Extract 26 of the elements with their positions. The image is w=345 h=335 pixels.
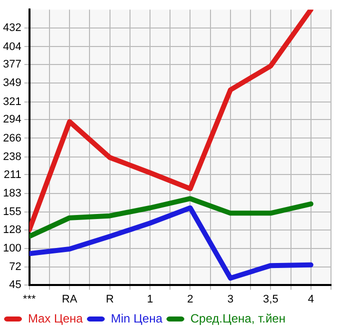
x-tick-label: 3,5 (263, 293, 278, 306)
y-tick-label: 100 (2, 242, 22, 254)
y-tick-label: 238 (2, 150, 22, 163)
legend-label: Min Цена (110, 311, 163, 326)
y-tick-label: 72 (9, 260, 22, 273)
legend-label: Max Цена (28, 311, 84, 326)
y-tick-label: 45 (9, 278, 22, 291)
x-tick-label: 4 (308, 293, 314, 306)
y-tick-label: 349 (2, 77, 22, 90)
x-tick-label: *** (22, 293, 36, 306)
y-tick-label: 128 (2, 224, 22, 236)
y-tick-label: 211 (4, 168, 22, 181)
x-tick-label: 1 (146, 293, 154, 306)
y-tick-label: 321 (2, 96, 22, 108)
y-tick-label: 266 (2, 132, 22, 144)
legend-label: Сред.Цена, т.йен (190, 311, 286, 326)
y-tick-label: 377 (2, 58, 22, 71)
y-tick-label: 183 (2, 187, 22, 200)
y-tick-label: 432 (2, 22, 22, 34)
x-tick-label: 2 (187, 293, 194, 306)
x-tick-label: RA (62, 293, 78, 306)
y-tick-label: 294 (2, 114, 22, 126)
x-tick-label: 3 (227, 293, 234, 306)
x-tick-label: R (106, 293, 114, 306)
y-tick-label: 404 (2, 40, 22, 53)
y-tick-label: 155 (2, 206, 22, 218)
